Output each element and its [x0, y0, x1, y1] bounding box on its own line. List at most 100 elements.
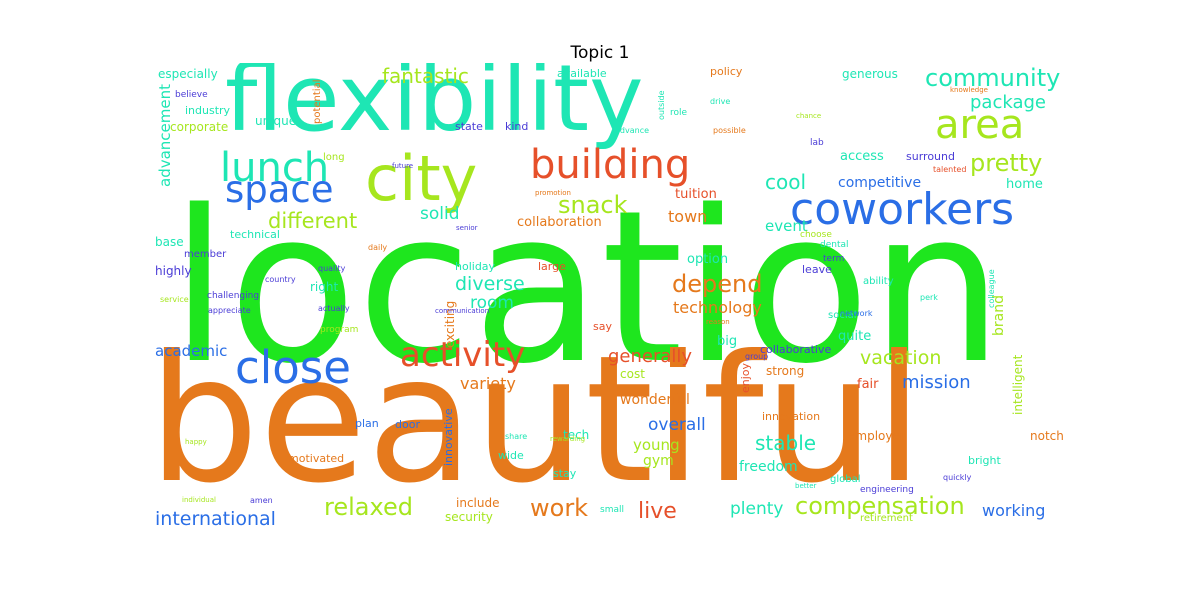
word-social: social — [828, 310, 857, 321]
word-community: community — [925, 64, 1061, 92]
word-possible: possible — [713, 126, 746, 135]
word-tuition: tuition — [675, 187, 717, 202]
word-plan: plan — [355, 417, 379, 430]
word-surround: surround — [906, 150, 955, 163]
word-notch: notch — [1030, 429, 1064, 443]
word-stable: stable — [755, 431, 817, 455]
word-competitive: competitive — [838, 175, 922, 191]
word-challenging: challenging — [207, 291, 260, 301]
word-leave: leave — [802, 263, 832, 276]
word-technology: technology — [673, 298, 762, 317]
word-fantastic: fantastic — [382, 64, 469, 88]
word-access: access — [840, 149, 884, 164]
word-fair: fair — [857, 377, 879, 392]
word-cost: cost — [620, 367, 645, 381]
word-wide: wide — [498, 449, 524, 462]
word-generally: generally — [608, 346, 693, 367]
word-event: event — [765, 217, 808, 235]
word-retirement: retirement — [860, 513, 913, 524]
word-happy: happy — [185, 438, 207, 446]
word-cool: cool — [765, 170, 807, 194]
word-home: home — [1006, 177, 1043, 192]
word-right: right — [310, 280, 339, 294]
word-different: different — [268, 209, 358, 233]
word-rewarding: rewarding — [550, 435, 586, 443]
word-potential: potential — [312, 79, 323, 124]
word-ability: ability — [863, 276, 894, 287]
word-quite: quite — [838, 329, 872, 344]
word-building: building — [530, 142, 691, 188]
word-say: say — [593, 320, 612, 333]
word-highly: highly — [155, 264, 192, 278]
word-country: country — [265, 275, 296, 284]
word-enjoy: enjoy — [739, 363, 752, 394]
word-corporate: corporate — [170, 120, 229, 134]
word-industry: industry — [185, 104, 231, 117]
word-lab: lab — [810, 138, 824, 148]
word-colleague: colleague — [987, 268, 996, 308]
word-believe: believe — [175, 90, 208, 100]
word-advancement: advancement — [156, 84, 174, 188]
word-policy: policy — [710, 65, 743, 78]
word-senior: senior — [456, 224, 478, 232]
word-choose: choose — [800, 230, 832, 240]
word-coworkers: coworkers — [790, 184, 1015, 235]
word-stay: stay — [553, 467, 577, 480]
word-state: state — [455, 120, 483, 133]
word-innovative: innovative — [442, 408, 455, 467]
word-option: option — [687, 252, 729, 267]
word-chance: chance — [796, 112, 822, 120]
word-strong: strong — [766, 364, 805, 378]
word-work: work — [530, 494, 589, 522]
word-promotion: promotion — [535, 189, 571, 197]
word-plenty: plenty — [730, 499, 784, 519]
word-city: city — [365, 142, 478, 215]
word-global: global — [830, 474, 861, 485]
word-motivated: motivated — [288, 452, 345, 465]
word-international: international — [155, 508, 276, 530]
word-depend: depend — [672, 270, 763, 298]
word-working: working — [982, 501, 1046, 520]
word-freedom: freedom — [739, 459, 798, 475]
word-unique: unique — [255, 114, 297, 128]
word-drive: drive — [710, 97, 731, 106]
word-security: security — [445, 510, 493, 524]
word-dental: dental — [820, 240, 849, 250]
word-kind: kind — [505, 120, 529, 133]
word-package: package — [970, 92, 1046, 113]
word-overall: overall — [648, 415, 706, 435]
word-pretty: pretty — [970, 149, 1043, 177]
word-door: door — [395, 418, 420, 431]
word-academic: academic — [155, 342, 228, 360]
word-generous: generous — [842, 67, 898, 81]
word-gym: gym — [643, 453, 674, 469]
word-quality: quality — [318, 264, 346, 273]
word-room: room — [470, 293, 514, 313]
word-long: long — [323, 152, 345, 163]
word-diverse: diverse — [455, 273, 525, 295]
word-better: better — [795, 482, 817, 490]
word-lunch: lunch — [220, 145, 330, 191]
word-program: program — [320, 325, 359, 335]
word-big: big — [717, 334, 738, 349]
word-engineering: engineering — [860, 485, 914, 495]
word-knowledge: knowledge — [950, 86, 988, 94]
word-actually: actually — [318, 304, 350, 313]
word-young: young — [633, 436, 680, 454]
word-appreciate: appreciate — [208, 306, 251, 315]
word-tech: tech — [563, 428, 590, 442]
word-mission: mission — [902, 372, 971, 393]
word-advance: advance — [615, 126, 650, 135]
word-future: future — [392, 162, 414, 170]
word-activity: activity — [400, 335, 526, 375]
word-snack: snack — [558, 191, 628, 219]
word-outside: outside — [657, 90, 666, 120]
word-small: small — [600, 505, 624, 515]
word-communication: communication — [435, 307, 490, 315]
word-technical: technical — [230, 228, 280, 241]
word-daily: daily — [368, 243, 388, 252]
word-quickly: quickly — [943, 473, 972, 482]
word-term: term — [823, 254, 845, 264]
word-collaboration: collaboration — [517, 215, 602, 230]
word-include: include — [456, 496, 500, 510]
